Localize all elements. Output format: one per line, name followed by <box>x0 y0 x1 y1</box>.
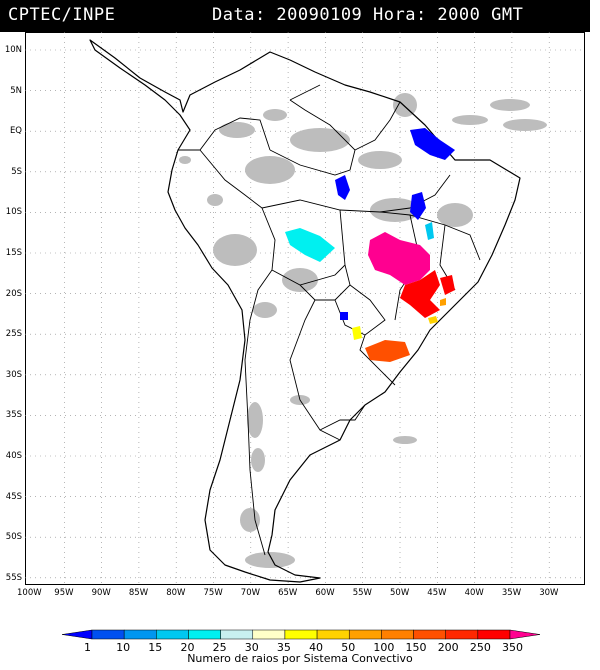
scale-color-cell <box>188 629 221 640</box>
storm-blue-amazon <box>335 175 350 200</box>
country-borders <box>178 84 481 556</box>
scale-tick-label: 150 <box>405 641 427 654</box>
scale-tick-label: 20 <box>180 641 195 654</box>
storm-blue-northeast <box>410 128 455 160</box>
scale-color-cell <box>381 629 414 640</box>
longitude-label: 85W <box>128 588 149 598</box>
storm-systems <box>285 128 455 362</box>
latitude-label: 30S <box>5 369 22 380</box>
longitude-label: 50W <box>390 588 410 598</box>
storm-orange-south <box>365 340 410 362</box>
scale-tick-label: 25 <box>212 641 227 654</box>
latitude-label: 5S <box>11 166 22 177</box>
map-header: CPTEC/INPE Data: 20090109 Hora: 2000 GMT <box>0 0 590 32</box>
latitude-label: 5N <box>10 85 22 96</box>
longitude-label: 80W <box>166 588 186 598</box>
latitude-label: 15S <box>5 248 22 258</box>
map-canvas <box>25 32 585 585</box>
latitude-label: EQ <box>9 126 22 137</box>
scale-tick-label: 30 <box>244 641 259 654</box>
scale-color-cell <box>61 629 93 640</box>
latitude-label: 45S <box>5 491 22 502</box>
longitude-label: 75W <box>203 588 223 598</box>
scale-color-cell <box>413 629 446 640</box>
scale-color-cell <box>252 629 286 640</box>
scale-color-cell <box>348 629 382 640</box>
longitude-label: 60W <box>315 588 335 598</box>
scale-color-cell <box>316 629 350 640</box>
scale-color-cell <box>123 629 157 640</box>
scale-tick-label: 200 <box>437 641 459 654</box>
scale-tick-label: 350 <box>502 641 523 654</box>
latitude-label: 10S <box>5 207 22 218</box>
longitude-label: 40W <box>464 588 484 598</box>
map-frame <box>25 32 585 585</box>
datetime-label: Data: 20090109 Hora: 2000 GMT <box>212 5 524 25</box>
storm-yellow-coast <box>428 316 438 324</box>
scale-color-cell <box>284 629 318 640</box>
latitude-label: 25S <box>5 329 22 340</box>
color-scale-bar <box>61 629 541 640</box>
longitude-label: 90W <box>91 588 111 598</box>
longitude-label: 55W <box>352 588 372 598</box>
longitude-label: 65W <box>278 588 298 598</box>
longitude-label: 30W <box>539 588 559 598</box>
longitude-label: 70W <box>240 588 261 598</box>
storm-blue-south <box>340 312 348 320</box>
source-label: CPTEC/INPE <box>8 5 116 25</box>
longitude-label: 35W <box>501 588 522 598</box>
latitude-label: 55S <box>5 572 22 583</box>
storm-red-east <box>440 275 455 295</box>
storm-blue-central <box>410 192 426 220</box>
scale-tick-label: 250 <box>469 641 491 654</box>
storm-red <box>400 270 440 318</box>
storm-cyan <box>285 228 335 262</box>
latitude-label: 20S <box>5 288 22 299</box>
graticule <box>25 32 585 585</box>
coastline <box>89 39 521 583</box>
scale-tick-label: 1 <box>84 641 91 654</box>
scale-tick-label: 15 <box>148 641 163 654</box>
storm-cyan-small <box>425 222 434 240</box>
scale-tick-label: 50 <box>341 641 356 654</box>
scale-tick-label: 10 <box>116 641 131 654</box>
scale-tick-label: 35 <box>276 641 291 654</box>
longitude-label: 95W <box>54 588 74 598</box>
storm-yellow <box>352 326 362 340</box>
storm-magenta <box>368 232 430 285</box>
scale-color-cell <box>156 629 189 640</box>
storm-orange-sp <box>440 298 446 306</box>
scale-color-cell <box>91 629 125 640</box>
longitude-label: 100W <box>17 588 42 598</box>
scale-tick-label: 100 <box>373 641 395 654</box>
latitude-label: 40S <box>5 451 22 461</box>
longitude-label: 45W <box>427 588 447 598</box>
scale-color-cell <box>477 629 511 640</box>
color-scale-caption: Numero de raios por Sistema Convectivo <box>187 652 413 665</box>
scale-color-cell <box>509 629 541 640</box>
latitude-label: 35S <box>5 410 22 421</box>
scale-tick-label: 40 <box>309 641 324 654</box>
latitude-label: 10N <box>4 45 22 55</box>
latitude-label: 50S <box>5 532 22 543</box>
scale-color-cell <box>220 629 254 640</box>
scale-color-cell <box>445 629 479 640</box>
cloud-cover <box>179 93 547 568</box>
